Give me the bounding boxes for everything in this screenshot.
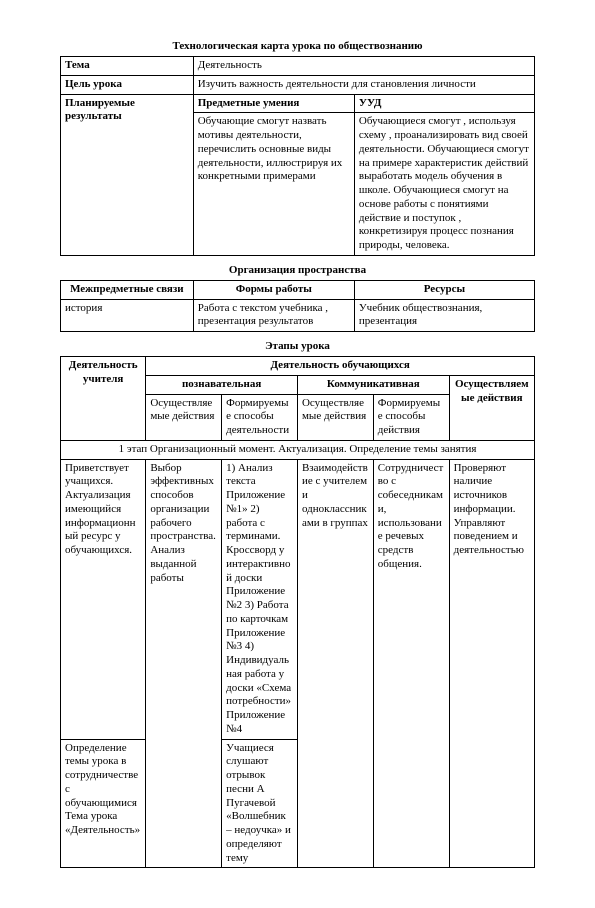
table-row: Цель урока Изучить важность деятельности… <box>61 75 535 94</box>
header-cognitive: познавательная <box>146 375 298 394</box>
header-sub4: Формируемые способы действия <box>373 394 449 440</box>
stage1-teacher-b: Определение темы урока в сотрудничестве … <box>61 739 146 868</box>
stage1-comm-form: Сотрудничество с собеседниками, использо… <box>373 459 449 868</box>
stages-title: Этапы урока <box>60 340 535 352</box>
stage1-teacher-a: Приветствует учащихся. Актуализация имею… <box>61 459 146 739</box>
header-resources: Ресурсы <box>354 280 534 299</box>
value-subject-skills: Обучающие смогут назвать мотивы деятельн… <box>193 113 354 256</box>
value-forms: Работа с текстом учебника , презентация … <box>193 299 354 332</box>
value-resources: Учебник обществознания, презентация <box>354 299 534 332</box>
header-sub3: Осуществляемые действия <box>297 394 373 440</box>
header-sub2: Формируемые способы деятельности <box>222 394 298 440</box>
org-title: Организация пространства <box>60 264 535 276</box>
table-row: Планируемые результаты Предметные умения… <box>61 94 535 113</box>
stage1-comm-act: Взаимодействие с учителем и одноклассник… <box>297 459 373 868</box>
value-uud: Обучающиеся смогут , используя схему , п… <box>354 113 534 256</box>
value-cross-subj: история <box>61 299 194 332</box>
stage1-cog-form-b: Учащиеся слушают отрывок песни А Пугачев… <box>222 739 298 868</box>
header-teacher: Деятельность учителя <box>61 357 146 441</box>
table-row: Деятельность учителя Деятельность обучаю… <box>61 357 535 376</box>
table-stages: Деятельность учителя Деятельность обучаю… <box>60 356 535 868</box>
label-goal: Цель урока <box>61 75 194 94</box>
header-communicative: Коммуникативная <box>297 375 449 394</box>
table-header: Тема Деятельность Цель урока Изучить важ… <box>60 56 535 256</box>
stage1-col6: Проверяют наличие источников информации.… <box>449 459 534 868</box>
value-theme: Деятельность <box>193 57 534 76</box>
label-subject-skills: Предметные умения <box>193 94 354 113</box>
label-uud: УУД <box>354 94 534 113</box>
header-sub5: Осуществляемые действия <box>449 375 534 440</box>
table-row: Межпредметные связи Формы работы Ресурсы <box>61 280 535 299</box>
stage1-cog-form: 1) Анализ текста Приложение №1» 2) работ… <box>222 459 298 739</box>
stage-label-row: 1 этап Организационный момент. Актуализа… <box>61 440 535 459</box>
header-forms: Формы работы <box>193 280 354 299</box>
stage1-label: 1 этап Организационный момент. Актуализа… <box>61 440 535 459</box>
table-organization: Межпредметные связи Формы работы Ресурсы… <box>60 280 535 332</box>
doc-title: Технологическая карта урока по обществоз… <box>60 40 535 52</box>
stage1-cog-act: Выбор эффективных способов организации р… <box>146 459 222 868</box>
label-theme: Тема <box>61 57 194 76</box>
header-cross-subj: Межпредметные связи <box>61 280 194 299</box>
table-row: история Работа с текстом учебника , през… <box>61 299 535 332</box>
header-students: Деятельность обучающихся <box>146 357 535 376</box>
label-results: Планируемые результаты <box>61 94 194 255</box>
table-row: Тема Деятельность <box>61 57 535 76</box>
value-goal: Изучить важность деятельности для станов… <box>193 75 534 94</box>
header-sub1: Осуществляемые действия <box>146 394 222 440</box>
table-row: Приветствует учащихся. Актуализация имею… <box>61 459 535 739</box>
